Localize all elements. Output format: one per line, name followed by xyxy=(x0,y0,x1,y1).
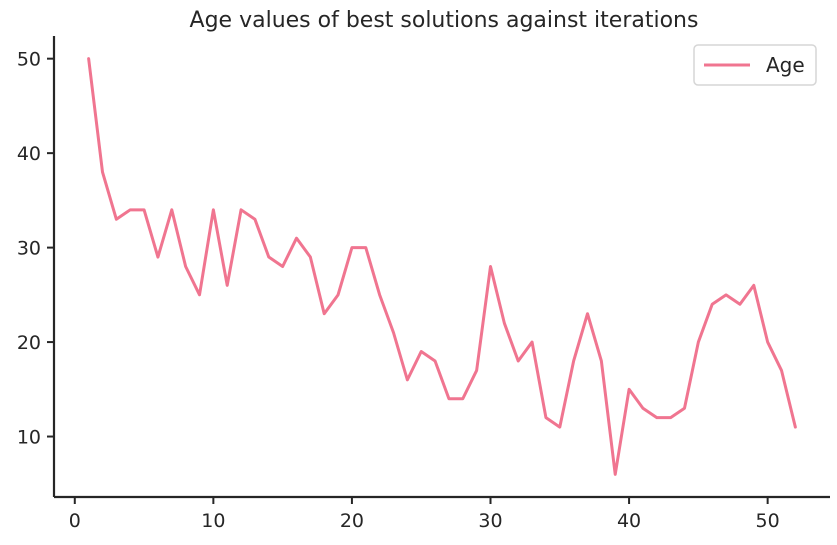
x-tick-label: 50 xyxy=(756,510,780,532)
x-tick-label: 10 xyxy=(201,510,225,532)
x-axis-ticks: 0 10 20 30 40 50 xyxy=(69,497,780,532)
chart-title: Age values of best solutions against ite… xyxy=(190,8,699,33)
y-tick-label: 20 xyxy=(17,332,41,354)
x-tick-label: 30 xyxy=(478,510,502,532)
legend-label-age: Age xyxy=(766,53,805,77)
y-tick-label: 50 xyxy=(17,49,41,71)
series-layer xyxy=(87,57,797,476)
y-tick-label: 40 xyxy=(17,143,41,165)
legend-box xyxy=(693,44,817,86)
series-line-age xyxy=(87,57,797,476)
y-tick-label: 10 xyxy=(17,427,41,449)
x-tick-label: 40 xyxy=(617,510,641,532)
legend: Age xyxy=(693,44,817,86)
y-tick-label: 30 xyxy=(17,238,41,260)
x-tick-label: 0 xyxy=(69,510,81,532)
y-axis-ticks: 10 20 30 40 50 xyxy=(17,49,54,449)
x-tick-label: 20 xyxy=(340,510,364,532)
